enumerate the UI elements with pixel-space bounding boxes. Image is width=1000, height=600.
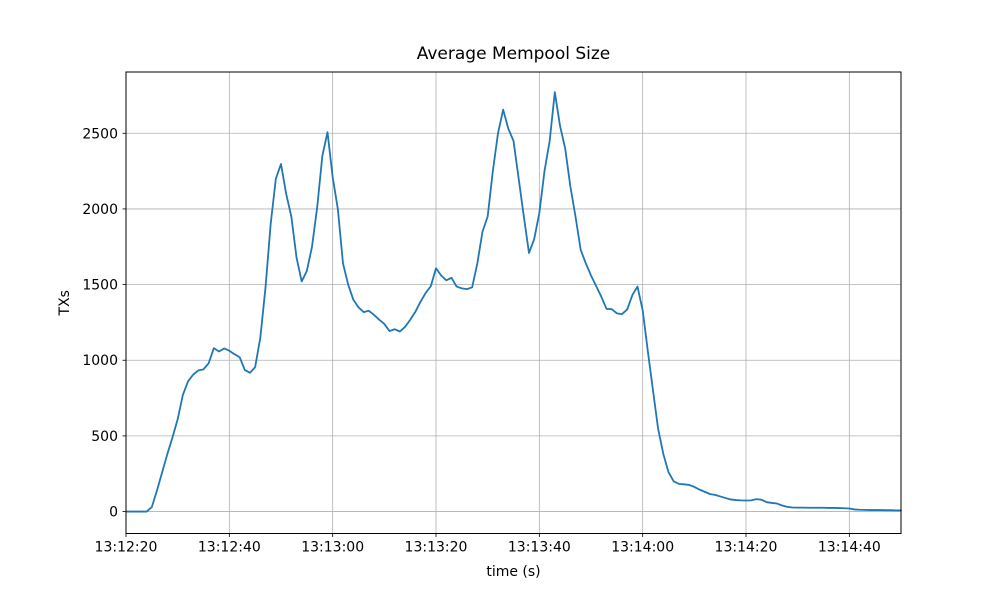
x-tick-label: 13:14:20	[715, 540, 778, 556]
y-tick-label: 2500	[82, 126, 118, 142]
y-tick-label: 1000	[82, 353, 118, 369]
x-axis-label: time (s)	[486, 564, 540, 580]
x-tick-label: 13:13:20	[405, 540, 468, 556]
x-tick-label: 13:13:40	[508, 540, 571, 556]
chart-title: Average Mempool Size	[417, 44, 611, 64]
series-line	[125, 91, 902, 513]
gridlines	[125, 72, 901, 534]
plot-border	[125, 71, 902, 534]
y-axis-label: TXs	[57, 290, 73, 316]
tick-labels: 13:12:20 13:12:40 13:13:00 13:13:20 13:13:40…	[82, 126, 880, 555]
y-tick-label: 500	[91, 429, 118, 445]
x-tick-label: 13:14:40	[818, 540, 881, 556]
y-tick-label: 0	[109, 505, 118, 521]
x-tick-label: 13:14:00	[611, 540, 674, 556]
x-tick-label: 13:13:00	[301, 540, 364, 556]
y-tick-label: 2000	[82, 202, 118, 218]
y-tick-label: 1500	[82, 278, 118, 294]
x-tick-label: 13:12:20	[95, 540, 158, 556]
tick-marks	[122, 132, 850, 537]
x-tick-label: 13:12:40	[198, 540, 261, 556]
